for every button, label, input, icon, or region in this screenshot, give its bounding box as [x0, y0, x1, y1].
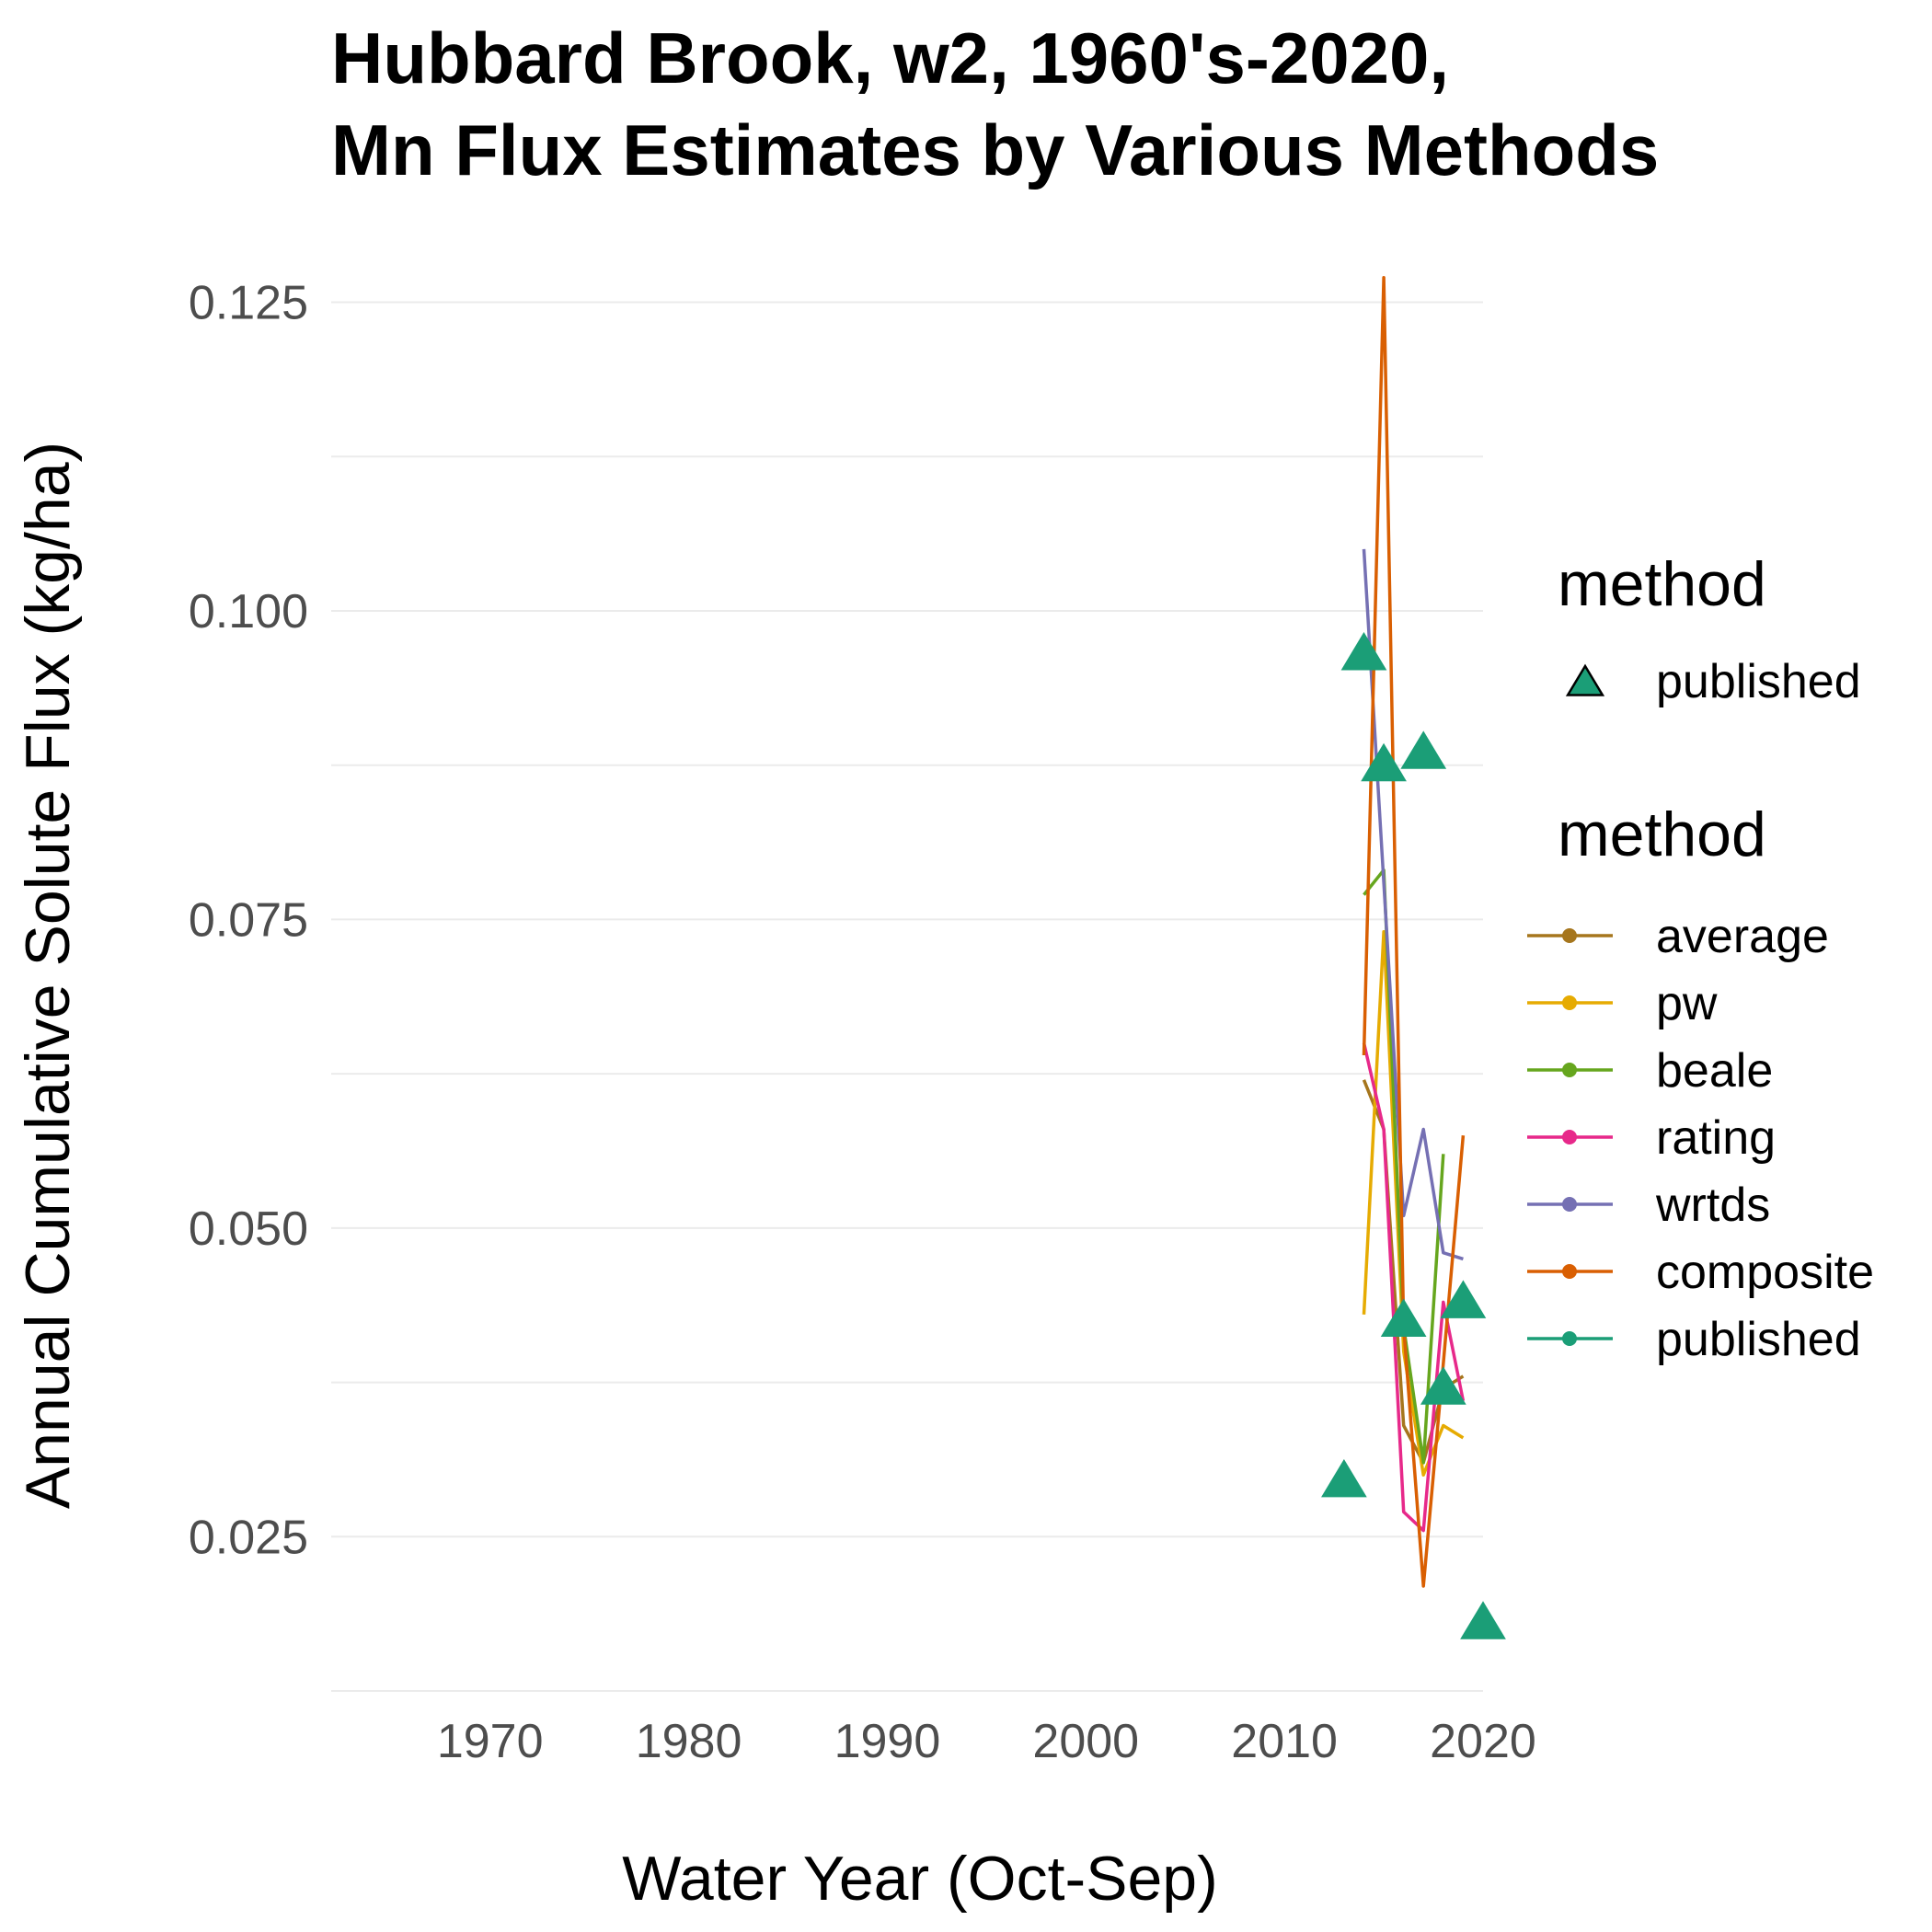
y-tick-label: 0.125 [189, 277, 308, 330]
x-axis-title: Water Year (Oct-Sep) [622, 1844, 1218, 1914]
published-point [1321, 1458, 1367, 1498]
x-tick-label: 1990 [834, 1715, 941, 1768]
legend-title: method [1558, 799, 1766, 869]
y-axis-ticks: 0.025 0.050 0.075 0.100 0.125 [189, 277, 308, 1565]
chart-title-line-1: Hubbard Brook, w2, 1960's-2020, [331, 17, 1449, 98]
chart-title-line-2: Mn Flux Estimates by Various Methods [331, 109, 1659, 190]
y-axis-title: Annual Cumulative Solute Flux (kg/ha) [13, 442, 83, 1509]
legend-key-published [1565, 663, 1605, 696]
y-tick-label: 0.075 [189, 893, 308, 947]
legend-key-point-composite [1562, 1264, 1577, 1279]
series-line-beale [1363, 868, 1445, 1465]
legend-label-published: published [1656, 1313, 1861, 1366]
legend-label-composite: composite [1656, 1246, 1874, 1299]
x-axis-ticks: 1970 1980 1990 2000 2010 2020 [437, 1715, 1536, 1768]
x-tick-label: 2010 [1231, 1715, 1338, 1768]
published-point [1460, 1601, 1506, 1639]
legend: method published method average pw beale ratin… [1527, 549, 1874, 1366]
legend-title: method [1558, 549, 1766, 619]
legend-label-pw: pw [1656, 977, 1718, 1030]
legend-key-point-average [1562, 928, 1577, 943]
legend-key-point-wrtds [1562, 1197, 1577, 1212]
gridlines [331, 301, 1483, 1692]
series-line-composite [1362, 275, 1466, 1588]
legend-label-rating: rating [1656, 1111, 1776, 1165]
legend-key-point-published [1562, 1331, 1577, 1346]
legend-label-beale: beale [1656, 1044, 1773, 1098]
legend-label-published: published [1656, 655, 1861, 708]
published-points [1321, 631, 1506, 1639]
published-point [1340, 631, 1387, 671]
x-tick-label: 1980 [636, 1715, 742, 1768]
published-point [1380, 1298, 1427, 1337]
series-line-pw [1362, 930, 1465, 1477]
y-tick-label: 0.050 [189, 1202, 308, 1256]
y-tick-label: 0.100 [189, 585, 308, 638]
series-line-wrtds [1362, 548, 1464, 1261]
x-tick-label: 2020 [1430, 1715, 1536, 1768]
legend-key-point-beale [1562, 1063, 1577, 1077]
published-point [1440, 1280, 1487, 1318]
published-point [1420, 1366, 1466, 1405]
y-tick-label: 0.025 [189, 1511, 308, 1564]
legend-key-point-pw [1562, 995, 1577, 1010]
legend-key-point-rating [1562, 1130, 1577, 1144]
published-point [1361, 742, 1407, 782]
x-tick-label: 1970 [437, 1715, 544, 1768]
legend-label-wrtds: wrtds [1655, 1179, 1770, 1232]
legend-label-average: average [1656, 910, 1829, 963]
published-point [1400, 730, 1447, 769]
x-tick-label: 2000 [1032, 1715, 1139, 1768]
